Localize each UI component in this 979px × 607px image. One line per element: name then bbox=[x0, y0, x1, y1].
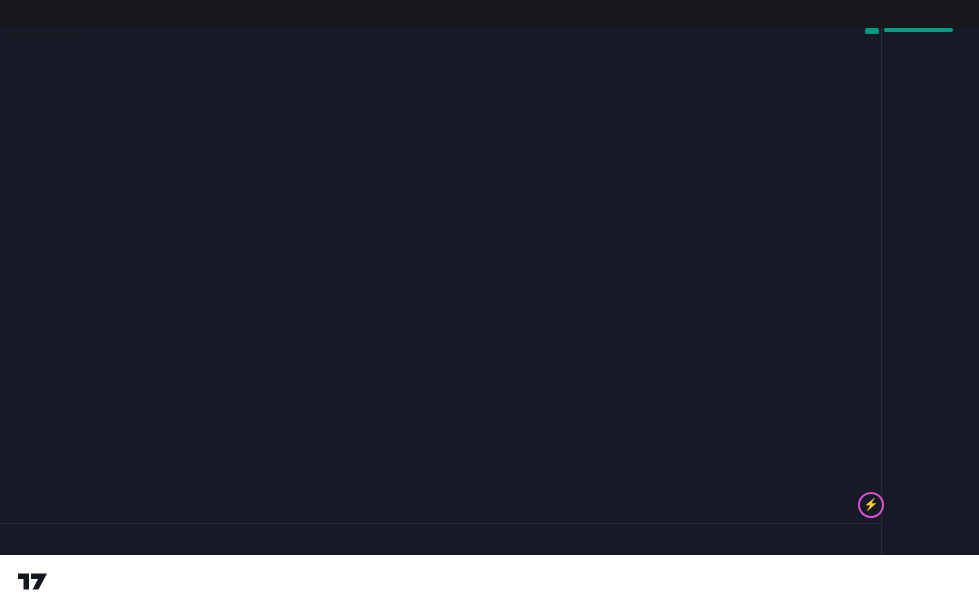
chart-area[interactable]: ⚡ bbox=[0, 28, 979, 555]
lightning-icon: ⚡ bbox=[863, 497, 879, 512]
attribution-bar bbox=[0, 0, 979, 28]
footer-bar bbox=[0, 555, 979, 607]
price-axis[interactable] bbox=[881, 28, 979, 555]
tradingview-logo[interactable] bbox=[18, 569, 55, 594]
chart-legend bbox=[8, 33, 86, 41]
symbol-price-flag bbox=[865, 28, 879, 34]
candlestick-canvas[interactable] bbox=[0, 28, 881, 523]
last-price-label bbox=[884, 28, 953, 32]
time-axis[interactable] bbox=[0, 523, 881, 555]
tradingview-logo-icon bbox=[18, 573, 47, 589]
boost-button[interactable]: ⚡ bbox=[858, 492, 884, 518]
